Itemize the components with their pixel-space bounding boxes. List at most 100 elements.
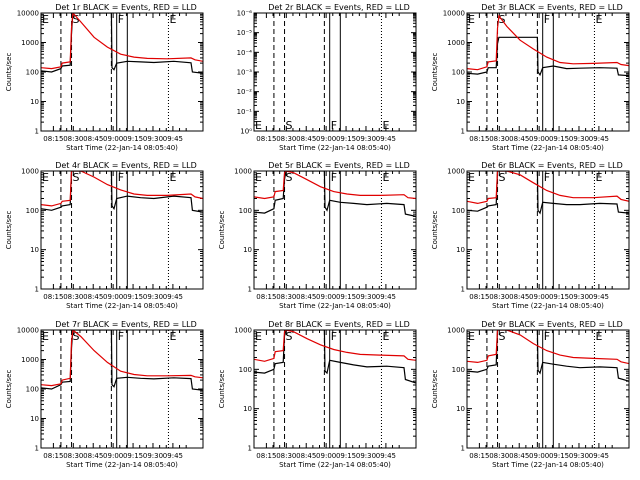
chart-9-xtick-label-4: 09:15	[549, 452, 569, 460]
chart-6-ytick-label-3: 1000	[447, 168, 465, 176]
chart-4-xtick-label-4: 09:15	[123, 293, 143, 301]
chart-6-xtick-label-6: 09:45	[589, 293, 609, 301]
chart-7-xtick-label-3: 09:00	[103, 452, 123, 460]
chart-5-xtick-label-1: 08:30	[276, 293, 296, 301]
chart-6-marker-label-1: S	[499, 171, 506, 184]
chart-8-xtick-label-4: 09:15	[336, 452, 356, 460]
chart-7-title: Det 7r BLACK = Events, RED = LLD	[55, 320, 197, 329]
chart-5-xtick-label-4: 09:15	[336, 293, 356, 301]
chart-3-ytick-label-3: 1000	[447, 39, 465, 47]
chart-3-ytick-label-1: 10	[456, 98, 465, 106]
chart-7-xtick-label-0: 08:15	[43, 452, 63, 460]
chart-8-series-events-line	[254, 330, 416, 384]
chart-2-xtick-label-5: 09:30	[356, 135, 376, 143]
chart-1-marker-label-2: F	[118, 13, 124, 26]
chart-6-ytick-label-2: 100	[452, 207, 465, 215]
chart-5-xlabel: Start Time (22-Jan-14 08:05:40)	[279, 302, 391, 310]
chart-2-xtick-label-4: 09:15	[336, 135, 356, 143]
chart-4: Det 4r BLACK = Events, RED = LLD Counts/s…	[5, 161, 204, 310]
chart-3-xlabel: Start Time (22-Jan-14 08:05:40)	[492, 144, 604, 152]
chart-4-marker-label-0: E	[42, 171, 49, 184]
chart-6-xtick-label-0: 08:15	[469, 293, 489, 301]
chart-4-series-events-line	[41, 171, 203, 213]
chart-1-marker-label-0: E	[42, 13, 49, 26]
chart-5-xtick-label-0: 08:15	[256, 293, 276, 301]
chart-1-ytick-label-1: 10	[30, 98, 39, 106]
chart-7-marker-label-0: E	[42, 330, 49, 343]
chart-5-series-lld-line	[254, 171, 416, 200]
chart-3-ytick-label-2: 100	[452, 69, 465, 77]
chart-4-marker-label-3: E	[169, 171, 176, 184]
chart-7-ytick-label-3: 1000	[21, 356, 39, 364]
chart-2-ytick-label-0: 10⁰	[240, 128, 252, 136]
chart-8-frame	[253, 329, 417, 449]
chart-1-ylabel: Counts/sec	[5, 53, 13, 92]
chart-5-ytick-label-3: 1000	[234, 168, 252, 176]
chart-7-xtick-label-6: 09:45	[163, 452, 183, 460]
chart-8-xtick-label-5: 09:30	[356, 452, 376, 460]
chart-8-title: Det 8r BLACK = Events, RED = LLD	[268, 320, 410, 329]
chart-1-ytick-label-2: 100	[26, 69, 39, 77]
chart-6-xtick-label-5: 09:30	[569, 293, 589, 301]
chart-7-xlabel: Start Time (22-Jan-14 08:05:40)	[66, 461, 178, 469]
chart-7-xtick-label-4: 09:15	[123, 452, 143, 460]
chart-4-xtick-label-5: 09:30	[143, 293, 163, 301]
chart-8-ytick-label-2: 100	[239, 366, 252, 374]
chart-2-frame	[253, 12, 417, 132]
chart-7-marker-label-3: E	[169, 330, 176, 343]
chart-4-frame	[40, 170, 204, 290]
chart-4-marker-label-2: F	[118, 171, 124, 184]
chart-5-marker-label-0: E	[255, 171, 262, 184]
chart-5-marker-label-2: F	[331, 171, 337, 184]
chart-3-xtick-label-5: 09:30	[569, 135, 589, 143]
chart-1-xtick-label-3: 09:00	[103, 135, 123, 143]
chart-3-xtick-label-2: 08:45	[509, 135, 529, 143]
chart-6-marker-label-0: E	[468, 171, 475, 184]
chart-2-xtick-label-0: 08:15	[256, 135, 276, 143]
chart-2-ytick-label-6: 10⁻⁶	[237, 10, 253, 18]
chart-3-ytick-label-4: 10000	[443, 10, 465, 18]
chart-9-xtick-label-1: 08:30	[489, 452, 509, 460]
chart-2-xtick-label-6: 09:45	[376, 135, 396, 143]
chart-8-marker-label-2: F	[331, 330, 337, 343]
chart-6-xtick-label-1: 08:30	[489, 293, 509, 301]
chart-4-ytick-label-3: 1000	[21, 168, 39, 176]
chart-6-series-events-line	[467, 171, 629, 215]
chart-8-series-lld-line	[254, 330, 416, 362]
chart-1-xtick-label-5: 09:30	[143, 135, 163, 143]
chart-3-marker-label-0: E	[468, 13, 475, 26]
chart-3-series-events-line	[467, 36, 629, 77]
chart-1-ytick-label-4: 10000	[17, 10, 39, 18]
chart-5-marker-label-1: S	[286, 171, 293, 184]
chart-7-marker-label-1: S	[73, 330, 80, 343]
chart-5-marker-label-3: E	[382, 171, 389, 184]
chart-6-xtick-label-4: 09:15	[549, 293, 569, 301]
chart-8-xtick-label-2: 08:45	[296, 452, 316, 460]
chart-7-marker-label-2: F	[118, 330, 124, 343]
chart-4-xtick-label-3: 09:00	[103, 293, 123, 301]
chart-6-xtick-label-2: 08:45	[509, 293, 529, 301]
chart-8-ytick-label-0: 1	[248, 445, 252, 453]
chart-5-ytick-label-2: 100	[239, 207, 252, 215]
chart-9-series-events-line	[467, 330, 629, 382]
chart-5-xtick-label-6: 09:45	[376, 293, 396, 301]
chart-4-xtick-label-2: 08:45	[83, 293, 103, 301]
chart-4-xlabel: Start Time (22-Jan-14 08:05:40)	[66, 302, 178, 310]
chart-9-xtick-label-3: 09:00	[529, 452, 549, 460]
chart-6-series-lld-line	[467, 171, 629, 205]
chart-1-marker-label-3: E	[169, 13, 176, 26]
chart-5-series-events-line	[254, 171, 416, 217]
chart-1-xtick-label-6: 09:45	[163, 135, 183, 143]
chart-3-marker-label-2: F	[544, 13, 550, 26]
chart-2-ytick-label-1: 10⁻¹	[237, 108, 253, 116]
chart-9-xlabel: Start Time (22-Jan-14 08:05:40)	[492, 461, 604, 469]
chart-1-title: Det 1r BLACK = Events, RED = LLD	[55, 3, 197, 12]
chart-4-title: Det 4r BLACK = Events, RED = LLD	[55, 161, 197, 170]
chart-9-xtick-label-0: 08:15	[469, 452, 489, 460]
chart-2-marker-label-1: S	[286, 119, 293, 132]
chart-9: Det 9r BLACK = Events, RED = LLD Counts/s…	[431, 320, 630, 469]
chart-9-series-lld-line	[467, 330, 629, 365]
chart-8-xlabel: Start Time (22-Jan-14 08:05:40)	[279, 461, 391, 469]
